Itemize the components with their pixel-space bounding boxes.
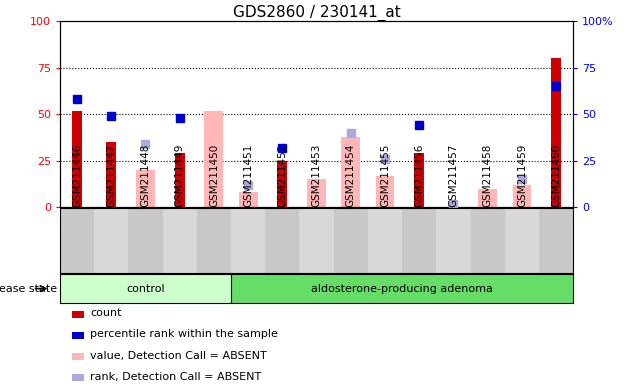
Title: GDS2860 / 230141_at: GDS2860 / 230141_at: [232, 5, 401, 21]
Text: value, Detection Call = ABSENT: value, Detection Call = ABSENT: [90, 351, 267, 361]
Bar: [239, 192, 258, 207]
Bar: [205, 111, 223, 207]
Bar: [163, 208, 197, 273]
Bar: [299, 208, 334, 273]
Bar: [129, 208, 163, 273]
Bar: [402, 208, 437, 273]
Bar: [375, 176, 394, 207]
Bar: [94, 208, 129, 273]
Text: disease state: disease state: [0, 283, 57, 294]
Bar: [72, 111, 82, 207]
Bar: [551, 58, 561, 207]
Bar: [478, 189, 497, 207]
Bar: [265, 208, 299, 273]
Bar: [307, 179, 326, 207]
Bar: [341, 137, 360, 207]
Bar: [539, 208, 573, 273]
Bar: [175, 153, 185, 207]
Text: rank, Detection Call = ABSENT: rank, Detection Call = ABSENT: [90, 372, 261, 382]
Bar: [197, 208, 231, 273]
Bar: [136, 170, 155, 207]
Bar: [471, 208, 505, 273]
Bar: [106, 142, 117, 207]
Text: control: control: [126, 283, 164, 294]
Bar: [334, 208, 368, 273]
Text: count: count: [90, 308, 122, 318]
Bar: [513, 185, 531, 207]
Bar: [368, 208, 402, 273]
Bar: [414, 153, 425, 207]
Bar: [437, 208, 471, 273]
Bar: [505, 208, 539, 273]
Bar: [60, 274, 231, 303]
Text: aldosterone-producing adenoma: aldosterone-producing adenoma: [311, 283, 493, 294]
Bar: [231, 208, 265, 273]
Bar: [277, 161, 287, 207]
Text: percentile rank within the sample: percentile rank within the sample: [90, 329, 278, 339]
Bar: [60, 208, 94, 273]
